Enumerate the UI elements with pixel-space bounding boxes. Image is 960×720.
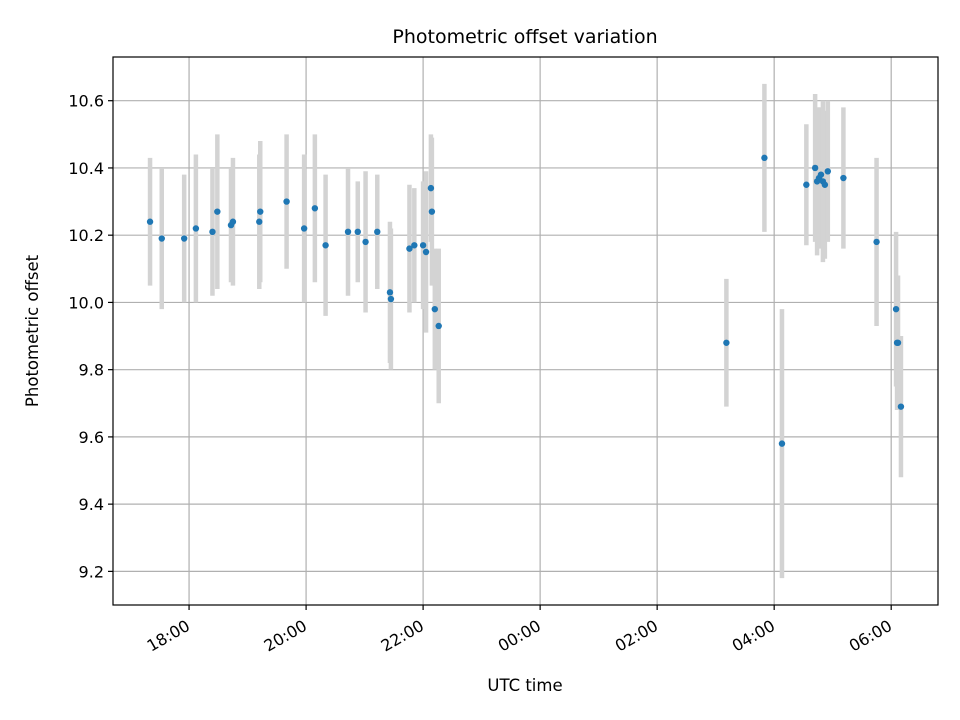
data-point (435, 322, 442, 330)
data-point (873, 238, 880, 246)
y-tick-label: 9.2 (79, 562, 104, 581)
data-point (354, 228, 361, 236)
data-point (387, 295, 395, 303)
data-point (422, 248, 430, 256)
data-point (322, 242, 329, 249)
data-point (344, 228, 352, 236)
y-axis-label: Photometric offset (23, 254, 42, 407)
data-point (817, 171, 825, 178)
data-point (192, 225, 200, 232)
plot-frame (112, 56, 939, 606)
data-point (428, 208, 436, 215)
data-point (180, 235, 188, 242)
data-point (419, 242, 427, 249)
data-point (209, 228, 216, 236)
data-point (283, 198, 290, 205)
data-point (229, 218, 237, 225)
y-tick-labels: 9.2 9.4 9.6 9.8 10.0 10.2 10.4 10.6 (68, 92, 104, 582)
y-tick-label: 10.6 (68, 92, 104, 111)
data-point (803, 181, 810, 188)
data-point (374, 228, 381, 236)
y-tick-label: 9.4 (79, 495, 104, 514)
data-point (300, 225, 308, 232)
ticks (108, 100, 892, 610)
data-point (811, 164, 819, 172)
data-point (778, 440, 786, 447)
data-point (411, 242, 418, 249)
data-point (824, 168, 832, 175)
y-tick-label: 10.2 (68, 226, 104, 245)
y-tick-label: 9.6 (79, 428, 104, 447)
data-point (214, 208, 221, 215)
data-point (406, 245, 413, 252)
y-tick-label: 9.8 (79, 361, 104, 380)
data-point (723, 339, 730, 346)
data-point (761, 154, 768, 162)
y-tick-label: 10.0 (68, 293, 104, 312)
data-point (386, 289, 394, 296)
x-axis-label: UTC time (487, 676, 562, 695)
y-tick-label: 10.4 (68, 159, 104, 178)
data-point (256, 218, 263, 225)
chart-title: Photometric offset variation (392, 26, 657, 48)
data-point (840, 174, 847, 182)
grid (113, 57, 938, 605)
data-point (427, 184, 435, 192)
data-point (146, 218, 154, 225)
data-point (431, 305, 439, 313)
data-point (362, 238, 369, 246)
data-point (158, 235, 165, 242)
data-point (894, 339, 902, 346)
data-points (146, 154, 905, 447)
data-point (257, 208, 264, 215)
data-point (311, 205, 319, 212)
data-point (821, 181, 829, 188)
data-point (892, 305, 900, 313)
data-point (897, 403, 905, 410)
